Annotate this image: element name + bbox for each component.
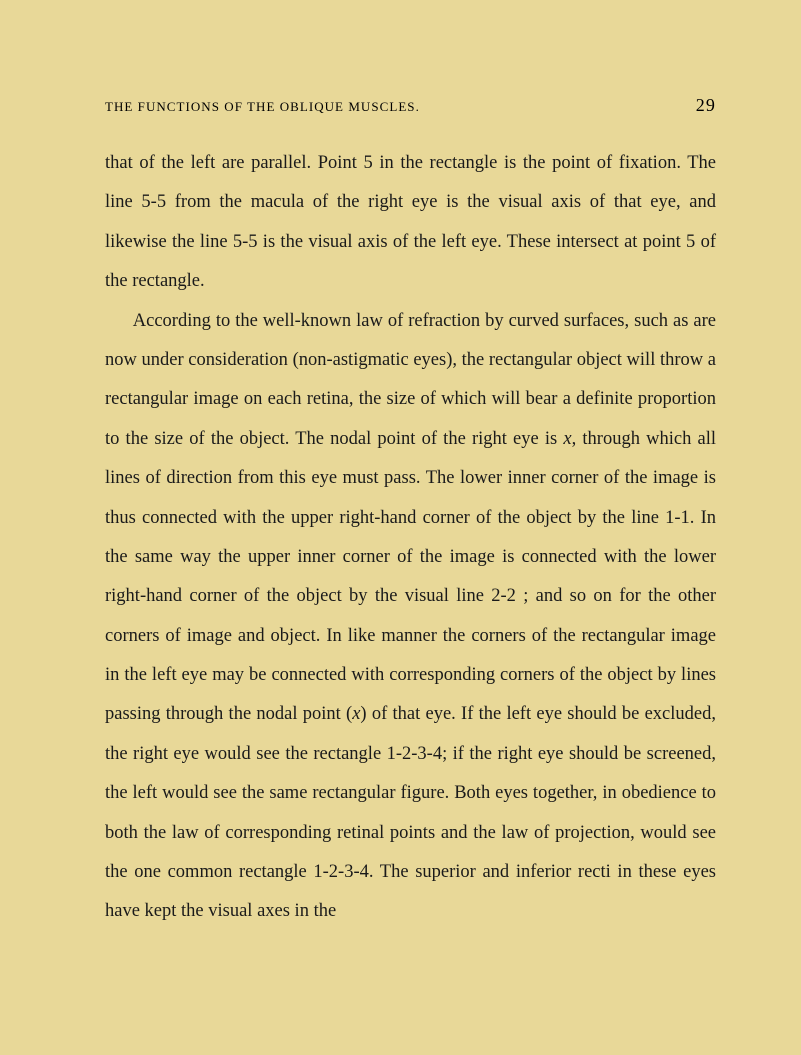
running-header-title: THE FUNCTIONS OF THE OBLIQUE MUSCLES.	[105, 99, 420, 115]
paragraph-2-part2: , through which all lines of direction f…	[105, 429, 716, 725]
paragraph-2-part3: ) of that eye. If the left eye should be…	[105, 704, 716, 921]
page-header: THE FUNCTIONS OF THE OBLIQUE MUSCLES. 29	[105, 95, 716, 116]
paragraph-2-italic1: x	[563, 429, 571, 449]
paragraph-1: that of the left are parallel. Point 5 i…	[105, 144, 716, 302]
paragraph-2: According to the well-known law of refra…	[105, 302, 716, 932]
paragraph-1-text: that of the left are parallel. Point 5 i…	[105, 153, 716, 291]
body-text: that of the left are parallel. Point 5 i…	[105, 144, 716, 932]
page-number: 29	[696, 95, 716, 116]
